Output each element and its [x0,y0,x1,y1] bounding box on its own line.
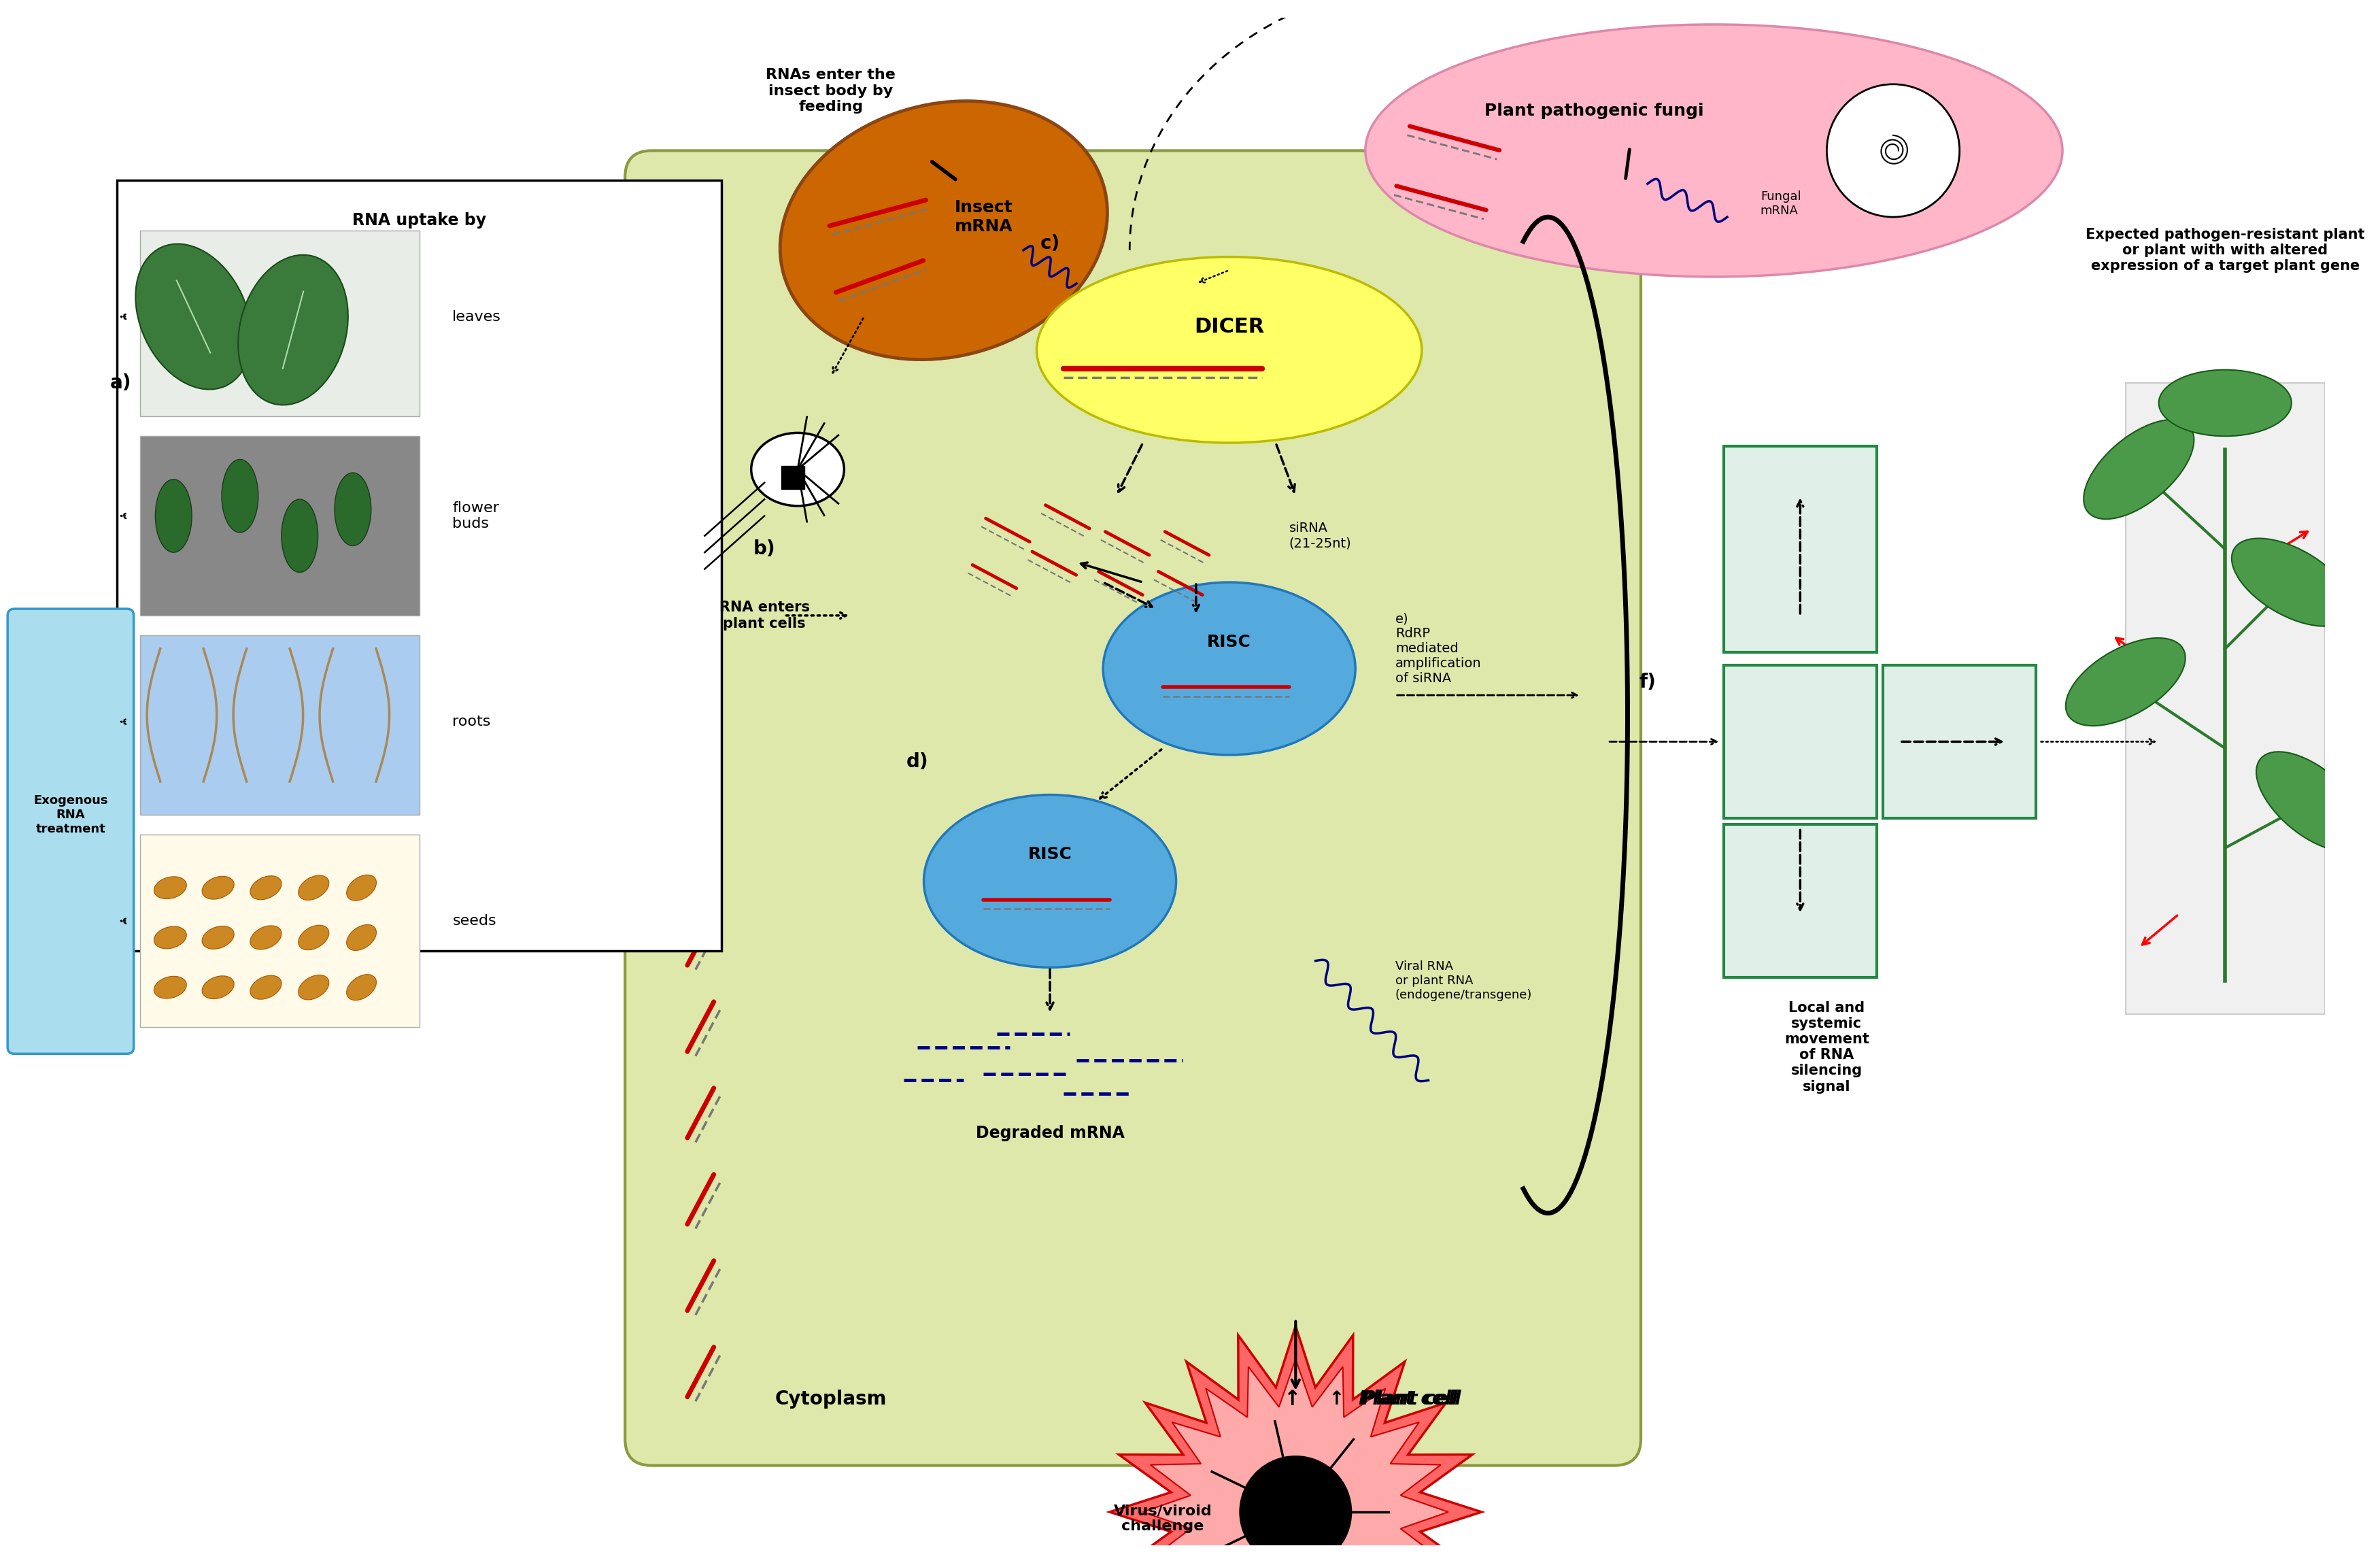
Text: siRNA
(21-25nt): siRNA (21-25nt) [1290,522,1352,550]
Ellipse shape [155,927,186,949]
Text: Degraded mRNA: Degraded mRNA [976,1125,1123,1141]
Ellipse shape [2159,370,2292,436]
FancyBboxPatch shape [626,150,1640,1466]
FancyBboxPatch shape [1883,666,2035,817]
FancyBboxPatch shape [140,436,419,616]
Text: roots: roots [452,714,490,728]
Ellipse shape [202,925,233,949]
Circle shape [1240,1455,1352,1563]
Ellipse shape [752,433,845,506]
Ellipse shape [202,975,233,999]
Text: c): c) [1040,234,1059,253]
Ellipse shape [2066,638,2185,725]
FancyBboxPatch shape [1723,666,1875,817]
Ellipse shape [781,102,1107,359]
Ellipse shape [347,925,376,950]
Text: ↑: ↑ [1283,1390,1316,1408]
FancyBboxPatch shape [2125,383,2325,1014]
Text: RISC: RISC [1207,635,1252,650]
Text: Local and
systemic
movement
of RNA
silencing
signal: Local and systemic movement of RNA silen… [1785,1000,1868,1094]
FancyBboxPatch shape [117,180,721,950]
Ellipse shape [250,975,281,999]
Text: RNA uptake by: RNA uptake by [352,213,486,228]
Text: Cytoplasm: Cytoplasm [776,1390,888,1408]
Text: Plant pathogenic fungi: Plant pathogenic fungi [1485,103,1704,119]
Ellipse shape [250,925,281,949]
Text: leaves: leaves [452,309,502,324]
Ellipse shape [298,975,328,1000]
Text: a): a) [109,374,131,392]
FancyBboxPatch shape [781,466,804,489]
Ellipse shape [250,875,281,900]
Text: Fungal
mRNA: Fungal mRNA [1761,191,1802,217]
Circle shape [1828,84,1959,217]
Text: RNAs enter the
insect body by
feeding: RNAs enter the insect body by feeding [766,69,895,114]
Ellipse shape [136,244,252,389]
Ellipse shape [347,875,376,900]
Text: RISC: RISC [1028,847,1071,863]
Text: Plant cell: Plant cell [1361,1390,1461,1408]
Ellipse shape [281,499,319,572]
Text: seeds: seeds [452,914,497,928]
Polygon shape [1109,1325,1480,1563]
Ellipse shape [221,460,257,533]
Text: b): b) [754,539,776,558]
Text: e)
RdRP
mediated
amplification
of siRNA: e) RdRP mediated amplification of siRNA [1395,613,1480,685]
Ellipse shape [2232,538,2351,627]
Ellipse shape [155,977,186,999]
Text: Insect
mRNA: Insect mRNA [954,200,1014,234]
Text: d): d) [907,752,928,771]
FancyBboxPatch shape [140,636,419,814]
Ellipse shape [2256,752,2366,852]
Ellipse shape [1102,583,1354,755]
Ellipse shape [298,925,328,950]
Polygon shape [1142,1360,1449,1563]
Ellipse shape [2082,420,2194,519]
Ellipse shape [238,255,347,405]
Text: Virus/viroid
challenge: Virus/viroid challenge [1114,1504,1211,1533]
Text: Viral RNA
or plant RNA
(endogene/transgene): Viral RNA or plant RNA (endogene/transge… [1395,960,1533,1000]
Ellipse shape [336,472,371,545]
Text: f): f) [1640,672,1656,691]
Text: flower
buds: flower buds [452,502,500,530]
Ellipse shape [155,480,193,552]
FancyBboxPatch shape [1723,445,1875,652]
Ellipse shape [298,875,328,900]
Ellipse shape [202,877,233,899]
FancyBboxPatch shape [7,610,133,1053]
Ellipse shape [1366,25,2063,277]
FancyBboxPatch shape [140,835,419,1027]
FancyBboxPatch shape [140,230,419,416]
Text: RNA enters
plant cells: RNA enters plant cells [719,600,809,630]
Ellipse shape [155,877,186,899]
FancyBboxPatch shape [1723,825,1875,977]
Text: Exogenous
RNA
treatment: Exogenous RNA treatment [33,794,107,835]
Ellipse shape [1038,256,1421,442]
Text: ↑   Plant cell: ↑ Plant cell [1316,1390,1457,1408]
Text: Expected pathogen-resistant plant
or plant with with altered
expression of a tar: Expected pathogen-resistant plant or pla… [2085,228,2366,274]
Text: DICER: DICER [1195,317,1264,336]
Ellipse shape [347,974,376,1000]
Ellipse shape [923,794,1176,967]
